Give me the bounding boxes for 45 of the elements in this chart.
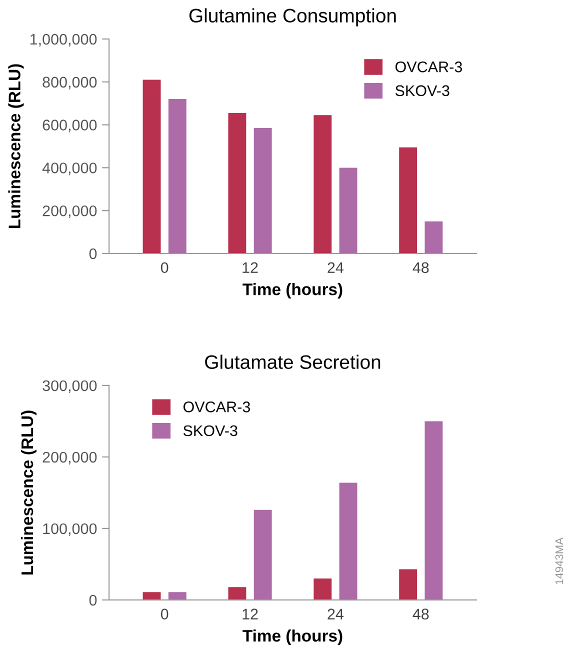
y-axis-title: Luminescence (RLU)	[8, 64, 24, 228]
y-tick-label: 400,000	[42, 162, 97, 176]
bar	[254, 128, 272, 254]
bar	[142, 592, 161, 600]
text: 14943MA	[555, 537, 564, 584]
y-tick-label: 200,000	[42, 452, 97, 464]
x-tick-label: 24	[328, 608, 344, 620]
x-axis-title: Time (hours)	[242, 629, 342, 646]
x-axis-title: Time (hours)	[242, 283, 342, 299]
legend-label: OVCAR-3	[183, 402, 250, 412]
y-axis-title: Luminescence (RLU)	[20, 410, 36, 574]
x-tick-label: 48	[412, 262, 429, 274]
chart-title: Glutamine Consumption	[189, 8, 396, 26]
bar	[399, 569, 418, 600]
x-tick-label: 24	[328, 262, 344, 273]
bar	[228, 113, 246, 254]
bar	[424, 221, 443, 254]
legend-label: OVCAR-3	[395, 62, 462, 72]
bar	[399, 147, 418, 254]
bar	[424, 421, 443, 600]
bar	[228, 587, 246, 600]
y-tick-label: 800,000	[42, 76, 97, 90]
y-tick-label: 0	[89, 248, 97, 260]
bar	[254, 510, 272, 600]
legend-label: SKOV-3	[395, 85, 450, 96]
bar	[339, 482, 358, 600]
x-tick-label: 12	[242, 608, 258, 620]
bar	[168, 592, 186, 600]
bar	[314, 578, 332, 600]
x-tick-label: 0	[160, 262, 168, 274]
x-tick-label: 12	[242, 262, 258, 273]
x-tick-label: 0	[160, 608, 168, 620]
legend-label: SKOV-3	[183, 425, 238, 436]
y-tick-label: 0	[89, 594, 97, 606]
chart-title: Glutamate Secretion	[205, 354, 380, 369]
bar	[314, 115, 332, 254]
bar	[339, 168, 358, 254]
y-tick-label: 200,000	[42, 205, 97, 218]
bar	[168, 99, 186, 254]
y-tick-label: 600,000	[42, 120, 97, 132]
bar	[142, 80, 161, 254]
x-tick-label: 48	[412, 608, 429, 620]
y-tick-label: 1,000,000	[30, 34, 97, 46]
y-tick-label: 100,000	[43, 523, 97, 536]
y-tick-label: 300,000	[42, 380, 97, 393]
